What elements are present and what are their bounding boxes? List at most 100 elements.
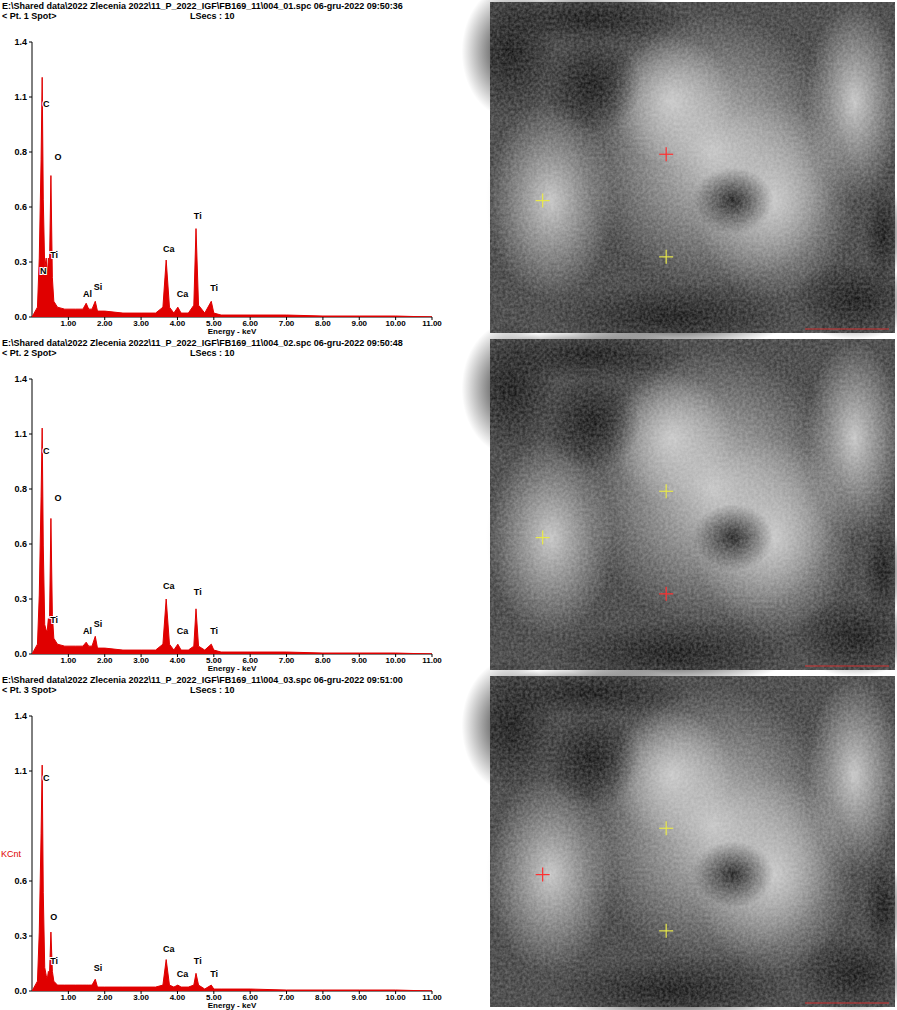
y-axis — [32, 716, 33, 991]
spot-label: < Pt. 3 Spot> — [2, 685, 57, 695]
x-tick-label: 9.00 — [351, 656, 367, 665]
peak-label: Si — [94, 963, 103, 973]
sem-image — [462, 0, 897, 350]
y-tick-label: 1.4 — [14, 374, 27, 384]
x-tick-label: 2.00 — [97, 656, 113, 665]
live-time: LSecs : 10 — [190, 348, 235, 358]
plot-area — [32, 765, 432, 991]
x-tick-label: 10.00 — [386, 319, 407, 328]
y-tick — [29, 881, 32, 882]
spectrum — [32, 77, 432, 317]
y-tick-label: 1.4 — [14, 711, 27, 721]
scale-bar — [805, 329, 889, 330]
peak-label: Al — [83, 289, 92, 299]
y-tick — [29, 97, 32, 98]
peak-label: C — [43, 99, 50, 109]
scale-bar — [805, 1003, 889, 1004]
peak-label: Ca — [177, 969, 189, 979]
y-tick-label: 0.3 — [14, 594, 27, 604]
y-tick-label: 0.0 — [14, 312, 27, 322]
y-tick — [29, 599, 32, 600]
x-tick-label: 3.00 — [133, 993, 149, 1002]
peak-label: Ti — [210, 283, 218, 293]
x-tick-label: 2.00 — [97, 319, 113, 328]
peak-label: Ti — [194, 587, 202, 597]
peak-label: C — [43, 773, 50, 783]
peak-label: Si — [94, 619, 103, 629]
x-axis-title: Energy - keV — [208, 327, 257, 336]
x-tick-label: 8.00 — [315, 993, 331, 1002]
peak-label: C — [43, 446, 50, 456]
x-tick-label: 11.00 — [422, 656, 442, 665]
spectrum-panel: E:\Shared data\2022 Zlecenia 2022\11_P_2… — [1, 675, 442, 1010]
spot-marker — [542, 868, 543, 882]
y-tick-label: 0.6 — [14, 539, 27, 549]
y-tick-label: 0.3 — [14, 257, 27, 267]
spot-marker — [666, 924, 667, 938]
spot-label: < Pt. 2 Spot> — [2, 348, 57, 358]
y-tick-label: 0.3 — [14, 931, 27, 941]
x-axis-title: Energy - keV — [208, 664, 257, 673]
peak-label: O — [55, 152, 62, 162]
y-tick-label: 0.8 — [14, 484, 27, 494]
spot-marker — [666, 587, 667, 601]
y-tick — [29, 434, 32, 435]
y-tick — [29, 152, 32, 153]
scale-bar — [805, 666, 889, 667]
y-tick — [29, 317, 32, 318]
x-tick-label: 7.00 — [279, 319, 295, 328]
plot-area — [32, 77, 432, 317]
x-tick-label: 3.00 — [133, 656, 149, 665]
peak-label: Ca — [177, 289, 189, 299]
x-tick-label: 3.00 — [133, 319, 149, 328]
x-tick-label: 4.00 — [170, 319, 186, 328]
x-tick-label: 8.00 — [315, 656, 331, 665]
peak-label: Al — [83, 626, 92, 636]
y-tick — [29, 771, 32, 772]
y-tick-label: 0.6 — [14, 202, 27, 212]
peak-label: Ti — [194, 211, 202, 221]
x-tick-label: 11.00 — [422, 319, 442, 328]
plot-area — [32, 428, 432, 654]
live-time: LSecs : 10 — [190, 11, 235, 21]
y-tick — [29, 379, 32, 380]
spot-marker — [666, 484, 667, 498]
y-tick — [29, 936, 32, 937]
peak-label: Ti — [50, 250, 58, 260]
y-axis — [32, 379, 33, 654]
y-tick — [29, 716, 32, 717]
spectrum — [32, 765, 432, 991]
peak-label: Ti — [194, 956, 202, 966]
y-tick — [29, 262, 32, 263]
spectrum — [32, 428, 432, 654]
y-axis — [32, 42, 33, 317]
x-tick-label: 1.00 — [61, 993, 77, 1002]
spectrum-panel: E:\Shared data\2022 Zlecenia 2022\11_P_2… — [2, 1, 442, 336]
sem-image — [462, 322, 897, 686]
spot-marker — [542, 531, 543, 545]
y-tick-label: 1.4 — [14, 37, 27, 47]
peak-label: O — [55, 493, 62, 503]
spot-marker — [666, 147, 667, 161]
live-time: LSecs : 10 — [190, 685, 235, 695]
y-tick-label: 0.0 — [14, 986, 27, 996]
y-tick — [29, 42, 32, 43]
x-tick-label: 2.00 — [97, 993, 113, 1002]
y-tick-label: 1.1 — [14, 429, 27, 439]
peak-label: Ca — [163, 581, 175, 591]
spot-label: < Pt. 1 Spot> — [2, 11, 57, 21]
peak-label: Ti — [210, 626, 218, 636]
y-tick — [29, 544, 32, 545]
y-tick — [29, 654, 32, 655]
y-tick-label: 1.1 — [14, 766, 27, 776]
spot-marker — [666, 821, 667, 835]
peak-label: Ti — [50, 956, 58, 966]
x-tick-label: 10.00 — [386, 993, 407, 1002]
spot-marker — [542, 194, 543, 208]
peak-label: Ca — [163, 244, 175, 254]
x-axis-title: Energy - keV — [208, 1001, 257, 1010]
y-tick — [29, 489, 32, 490]
y-axis-title: KCnt — [1, 849, 22, 859]
x-tick-label: 1.00 — [61, 319, 77, 328]
y-tick — [29, 207, 32, 208]
